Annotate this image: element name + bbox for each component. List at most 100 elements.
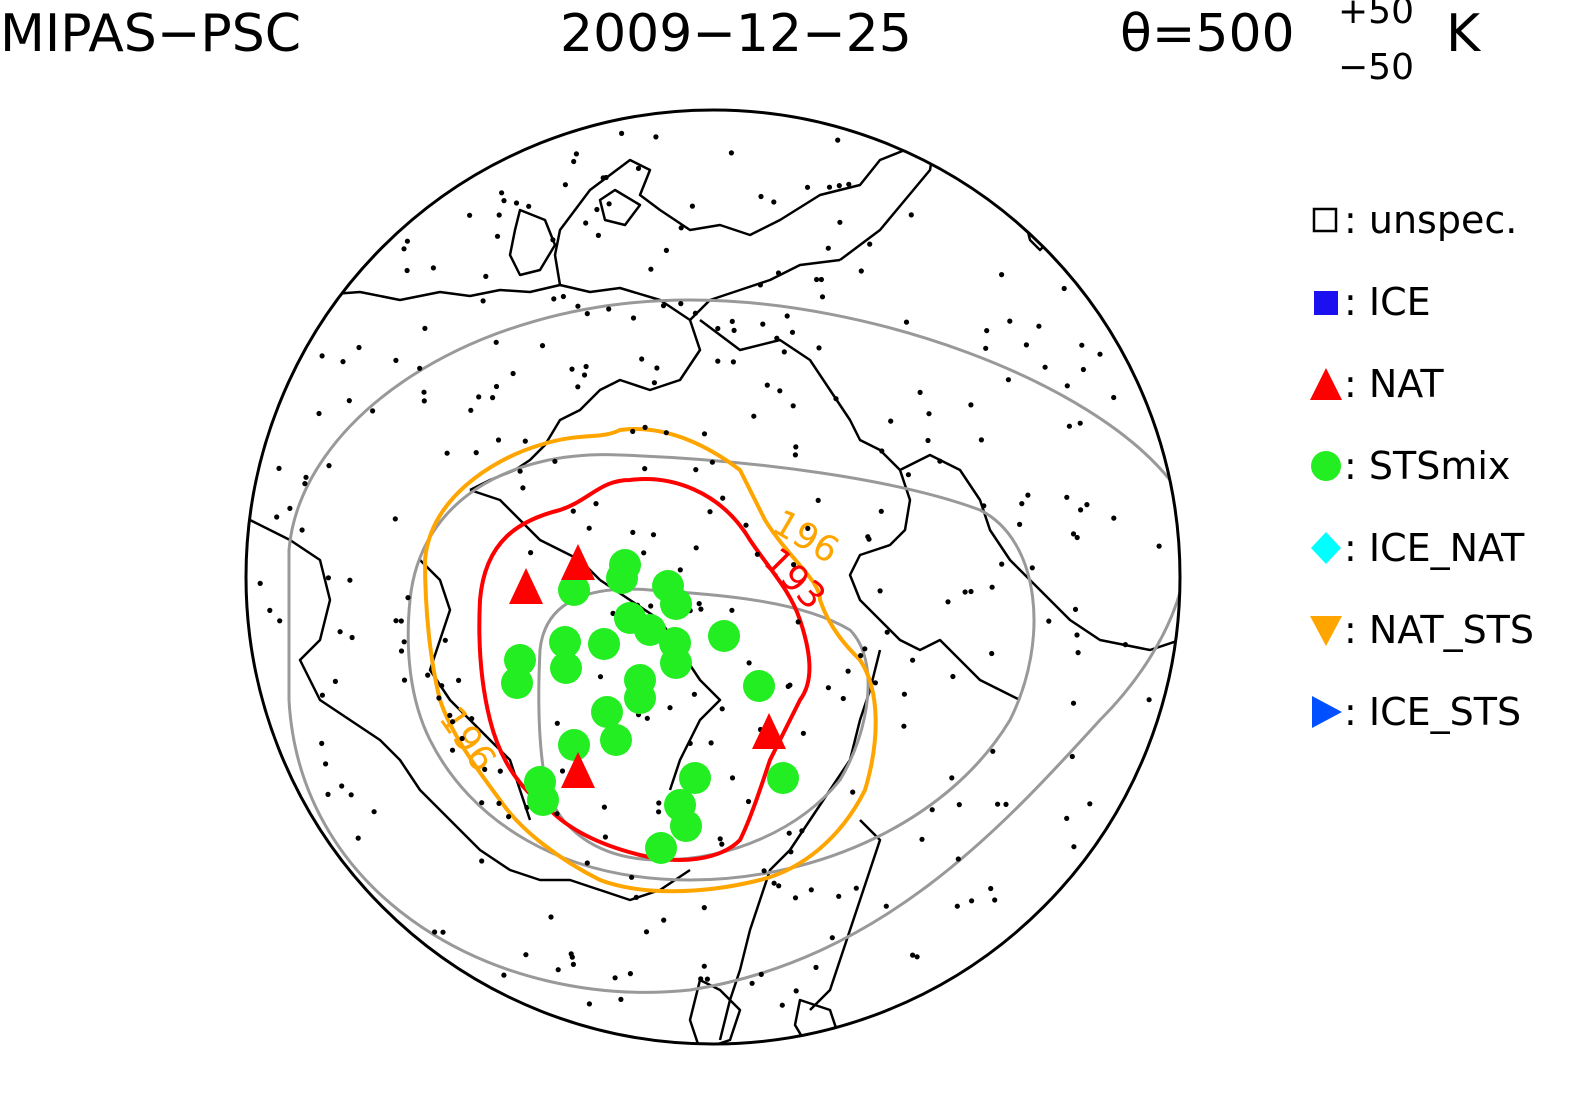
measurement-dot bbox=[983, 345, 989, 351]
measurement-dot bbox=[704, 976, 711, 982]
measurement-dot bbox=[510, 370, 516, 377]
measurement-dot bbox=[745, 798, 752, 805]
measurement-dot bbox=[1070, 700, 1077, 706]
measurement-dot bbox=[496, 800, 502, 807]
measurement-dot bbox=[799, 828, 805, 834]
measurement-dot bbox=[501, 198, 507, 204]
measurement-dot bbox=[1074, 534, 1080, 541]
measurement-dot bbox=[496, 212, 502, 218]
measurement-dot bbox=[573, 151, 580, 157]
measurement-dot bbox=[348, 792, 354, 798]
measurement-dot bbox=[656, 800, 662, 806]
measurement-dot bbox=[1097, 351, 1103, 357]
stsmix-marker bbox=[624, 682, 656, 714]
measurement-dot bbox=[398, 618, 404, 624]
measurement-dot bbox=[760, 321, 766, 327]
measurement-dot bbox=[888, 418, 894, 424]
measurement-dot bbox=[678, 301, 684, 307]
measurement-dot bbox=[430, 265, 436, 271]
measurement-dot bbox=[644, 715, 650, 721]
measurement-dot bbox=[1019, 501, 1025, 507]
measurement-dot bbox=[1111, 394, 1117, 401]
measurement-dot bbox=[786, 830, 792, 836]
measurement-dot bbox=[339, 783, 345, 789]
measurement-dot bbox=[570, 961, 577, 968]
measurement-dot bbox=[968, 402, 974, 408]
measurement-dot bbox=[836, 893, 842, 899]
stsmix-marker bbox=[660, 588, 692, 620]
measurement-dot bbox=[771, 199, 777, 205]
measurement-dot bbox=[1069, 753, 1075, 760]
measurement-dot bbox=[641, 550, 647, 556]
measurement-dot bbox=[1005, 377, 1012, 383]
measurement-dot bbox=[1064, 383, 1070, 389]
measurement-dot bbox=[829, 935, 835, 941]
theta-value: θ=500 bbox=[1120, 4, 1295, 64]
measurement-dot bbox=[825, 685, 832, 691]
measurement-dot bbox=[761, 868, 767, 874]
measurement-dot bbox=[643, 929, 650, 935]
measurement-dot bbox=[687, 740, 693, 747]
measurement-dot bbox=[954, 903, 960, 909]
measurement-dot bbox=[743, 522, 749, 528]
measurement-dot bbox=[1084, 502, 1090, 508]
measurement-dot bbox=[862, 646, 868, 652]
measurement-dot bbox=[1025, 492, 1031, 498]
measurement-dot bbox=[393, 618, 399, 624]
measurement-dot bbox=[267, 607, 273, 614]
legend-item-unspec: : unspec. bbox=[1308, 195, 1517, 242]
measurement-dot bbox=[606, 306, 612, 312]
measurement-dot bbox=[332, 678, 338, 685]
measurement-dot bbox=[392, 516, 398, 522]
measurement-dot bbox=[775, 270, 782, 276]
nat-marker bbox=[752, 713, 786, 749]
measurement-dot bbox=[956, 802, 962, 808]
measurement-dot bbox=[1036, 323, 1042, 329]
measurement-dot bbox=[319, 740, 325, 747]
measurement-dot bbox=[401, 639, 407, 645]
measurement-dot bbox=[523, 952, 529, 958]
measurement-dot bbox=[618, 996, 624, 1003]
map-boundary bbox=[244, 108, 1182, 1046]
measurement-dot bbox=[691, 691, 698, 697]
stsmix-marker bbox=[767, 762, 799, 794]
measurement-dot bbox=[758, 193, 764, 200]
nat-marker bbox=[509, 568, 543, 604]
measurement-dot bbox=[945, 599, 951, 605]
measurement-dot bbox=[978, 437, 985, 443]
measurement-dot bbox=[356, 344, 362, 351]
measurement-dot bbox=[715, 325, 721, 332]
measurement-dot bbox=[1077, 420, 1083, 426]
measurement-dot bbox=[337, 629, 343, 635]
stsmix-marker bbox=[645, 832, 677, 864]
measurement-dot bbox=[597, 674, 604, 680]
date-title: 2009−12−25 bbox=[560, 4, 912, 64]
measurement-dot bbox=[493, 383, 500, 390]
measurement-dot bbox=[1046, 618, 1052, 624]
measurement-dot bbox=[776, 883, 782, 889]
measurement-dot bbox=[754, 551, 761, 557]
measurement-dot bbox=[490, 395, 496, 401]
measurement-dot bbox=[1111, 515, 1117, 521]
measurement-dot bbox=[1079, 342, 1085, 348]
measurement-dot bbox=[499, 190, 505, 196]
nat-marker bbox=[561, 544, 595, 580]
measurement-dot bbox=[1122, 642, 1128, 648]
stsmix-marker bbox=[708, 620, 740, 652]
legend-label: : NAT bbox=[1344, 361, 1444, 406]
measurement-dot bbox=[656, 809, 662, 815]
stsmix-marker bbox=[527, 784, 559, 816]
measurement-dot bbox=[804, 184, 811, 190]
theta-upper-bound: +50 bbox=[1338, 0, 1414, 32]
measurement-dot bbox=[405, 595, 411, 601]
measurement-dot bbox=[277, 618, 283, 624]
measurement-dot bbox=[819, 294, 826, 300]
measurement-dot bbox=[550, 237, 556, 243]
circle-icon bbox=[1311, 450, 1341, 481]
measurement-dot bbox=[729, 775, 736, 781]
filled-square-icon bbox=[1314, 290, 1338, 315]
measurement-dot bbox=[581, 372, 588, 378]
measurement-dot bbox=[1070, 531, 1077, 537]
measurement-dot bbox=[323, 761, 329, 767]
measurement-dot bbox=[789, 329, 796, 335]
